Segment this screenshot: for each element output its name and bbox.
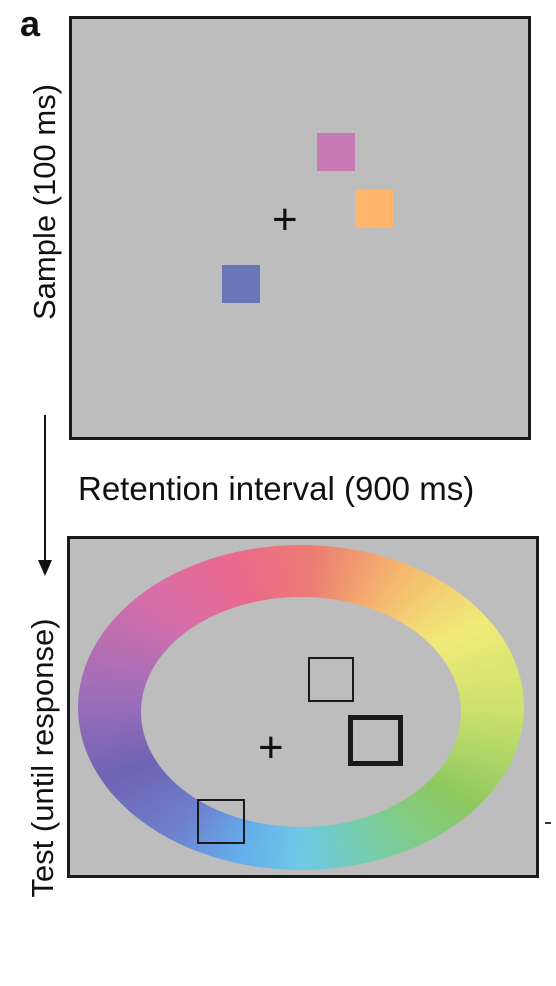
down-arrow-icon xyxy=(38,560,52,576)
sample-phase-label: Sample (100 ms) xyxy=(27,83,62,321)
pink-color-square xyxy=(317,133,355,171)
sample-display xyxy=(69,16,531,440)
edge-mark xyxy=(545,822,551,824)
probe-square-outline xyxy=(197,799,245,844)
sample-fixation-cross: + xyxy=(272,195,298,244)
color-wheel[interactable] xyxy=(78,545,524,870)
retention-interval-label: Retention interval (900 ms) xyxy=(78,470,475,507)
panel-label: a xyxy=(20,3,41,44)
probe-square-cued xyxy=(348,715,403,766)
test-phase-label: Test (until response) xyxy=(25,618,60,898)
probe-square-outline xyxy=(308,657,354,702)
orange-color-square xyxy=(355,190,393,228)
test-fixation-cross: + xyxy=(258,723,284,772)
blue-color-square xyxy=(222,265,260,303)
sequence-arrow-shaft xyxy=(44,415,46,565)
